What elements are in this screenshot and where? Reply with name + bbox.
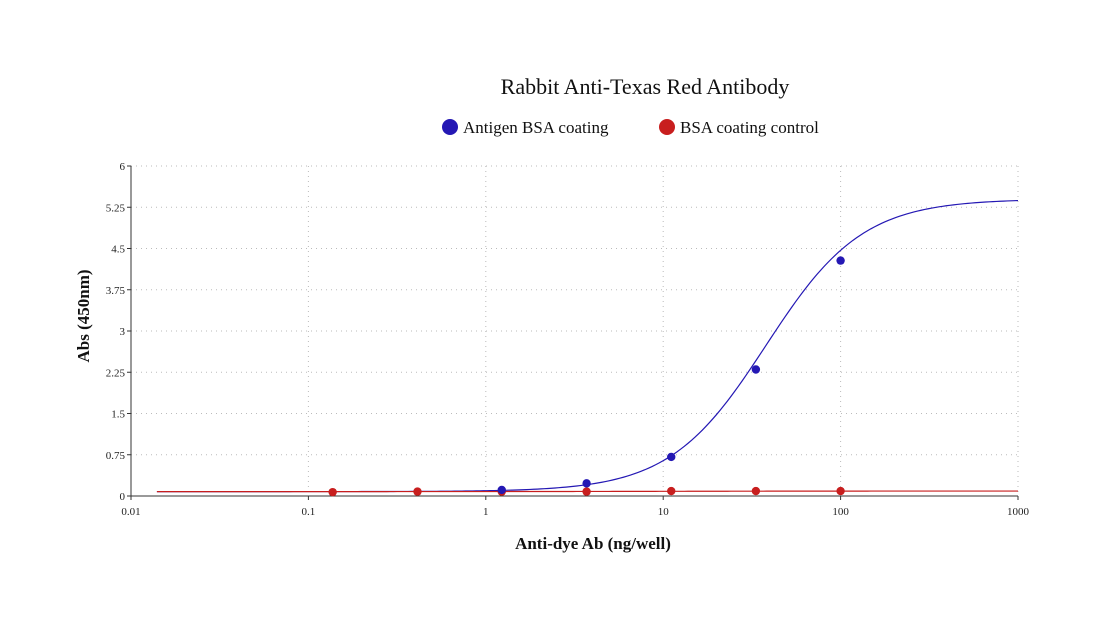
fit-curves — [156, 199, 1019, 493]
x-tick-label: 1 — [483, 506, 489, 518]
data-point-series-0 — [667, 452, 676, 462]
x-tick-label: 1000 — [1007, 506, 1030, 518]
data-point-series-1 — [836, 486, 845, 496]
y-axis-label: Abs (450nm) — [74, 269, 93, 362]
grid — [131, 165, 1019, 496]
y-tick-label: 6 — [120, 161, 126, 173]
data-point-series-0 — [497, 485, 506, 495]
y-tick-label: 4.5 — [111, 244, 125, 256]
fit-curve-series-0 — [156, 199, 1019, 493]
x-tick-label: 0.01 — [121, 506, 140, 518]
y-tick-label: 0 — [120, 491, 126, 503]
y-tick-label: 3.75 — [106, 285, 126, 297]
tick-labels: 0.01 0.1 1 10 100 1000 0 0.75 1.5 2.25 3 3.75 4.5 5.2… — [106, 161, 1030, 518]
axes — [127, 165, 1019, 500]
y-tick-label: 1.5 — [111, 409, 125, 421]
y-tick-label: 5.25 — [106, 202, 126, 214]
y-tick-label: 0.75 — [106, 450, 126, 462]
x-axis-label: Anti-dye Ab (ng/well) — [515, 534, 671, 553]
data-point-series-1 — [751, 486, 761, 496]
data-point-series-1 — [582, 487, 591, 496]
data-point-series-1 — [413, 487, 422, 496]
data-point-series-0 — [751, 365, 761, 374]
data-point-series-0 — [582, 479, 591, 488]
legend-label-control: BSA coating control — [680, 118, 819, 137]
data-point-series-1 — [328, 487, 337, 497]
data-point-series-1 — [667, 486, 676, 496]
legend-label-antigen: Antigen BSA coating — [463, 118, 609, 137]
x-tick-label: 10 — [658, 506, 670, 518]
data-points — [328, 256, 845, 497]
data-point-series-0 — [836, 256, 845, 265]
chart-title: Rabbit Anti-Texas Red Antibody — [501, 74, 790, 99]
legend: Antigen BSA coating BSA coating control — [442, 118, 819, 137]
legend-marker-control — [659, 119, 675, 135]
legend-marker-antigen — [442, 119, 458, 135]
x-tick-label: 0.1 — [302, 506, 316, 518]
x-tick-label: 100 — [832, 506, 849, 518]
y-tick-label: 2.25 — [106, 367, 126, 379]
y-tick-label: 3 — [120, 326, 126, 338]
